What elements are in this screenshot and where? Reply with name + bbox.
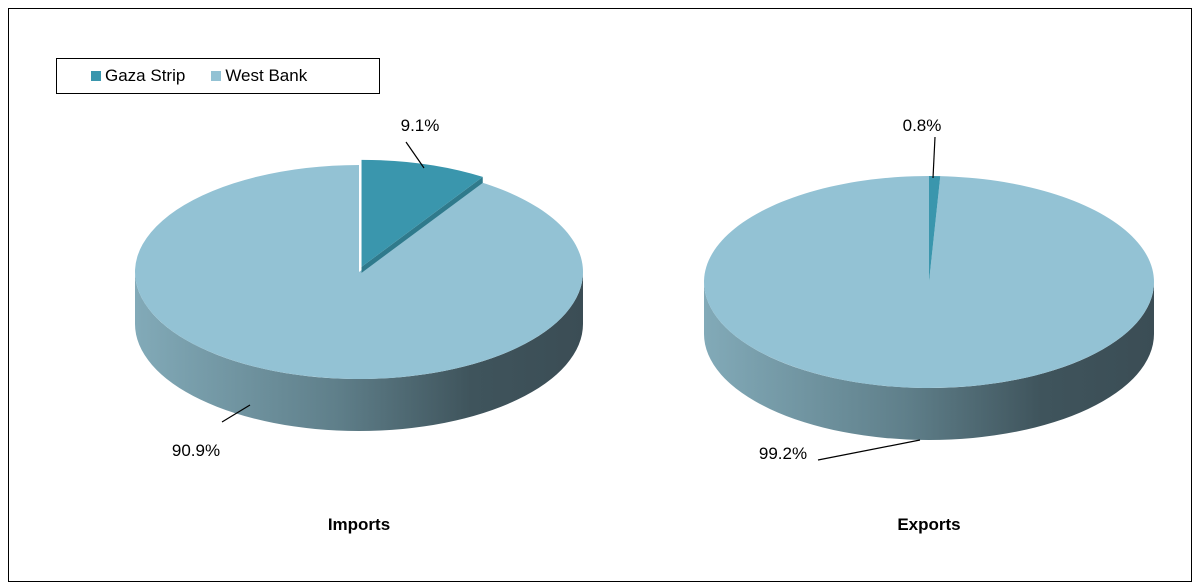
chart-title-imports: Imports	[328, 515, 390, 534]
leader-line-west-bank	[817, 439, 921, 461]
legend-label-gaza-strip: Gaza Strip	[105, 66, 186, 85]
data-label-west-bank: 99.2%	[759, 444, 807, 463]
leader-line-gaza-strip	[932, 136, 936, 179]
pie-slice-west-bank	[704, 176, 1155, 388]
legend-item-west-bank: West Bank	[211, 66, 307, 86]
legend-label-west-bank: West Bank	[225, 66, 308, 85]
pie-slice-gaza-strip	[361, 159, 483, 267]
legend-item-gaza-strip: Gaza Strip	[91, 66, 185, 86]
leader-line-west-bank	[221, 404, 251, 423]
data-label-west-bank: 90.9%	[172, 441, 220, 460]
pie-slice-west-bank	[134, 165, 583, 379]
pie-slice-gaza-wall	[361, 176, 483, 273]
chart-title-exports: Exports	[897, 515, 960, 534]
legend: Gaza Strip West Bank	[56, 58, 380, 94]
data-label-gaza-strip: 0.8%	[903, 116, 942, 135]
pie-exports: 0.8% 99.2% Exports	[704, 116, 1155, 534]
pie-side-exports	[704, 282, 1154, 440]
pie-imports: 9.1% 90.9% Imports	[134, 116, 583, 534]
pie-side-imports	[135, 272, 583, 431]
legend-swatch-gaza-strip	[91, 71, 101, 81]
leader-line-gaza-strip	[405, 141, 425, 169]
legend-swatch-west-bank	[211, 71, 222, 81]
data-label-gaza-strip: 9.1%	[401, 116, 440, 135]
pie-slice-gaza-strip	[929, 176, 941, 282]
